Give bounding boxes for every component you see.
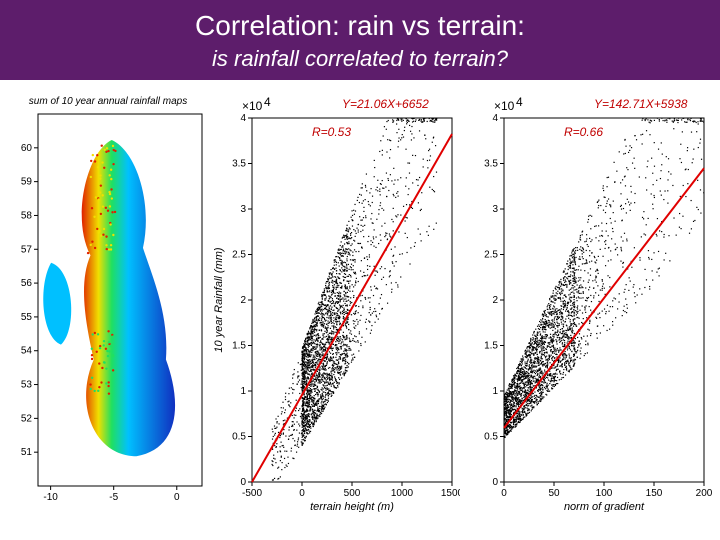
svg-text:Y=142.71X+5938: Y=142.71X+5938 (594, 97, 688, 111)
panels-row: sum of 10 year annual rainfall maps 51 52 5… (0, 80, 720, 520)
svg-text:3.5: 3.5 (232, 159, 246, 170)
map-panel: sum of 10 year annual rainfall maps 51 52 5… (8, 92, 208, 512)
svg-text:×10: ×10 (494, 99, 515, 113)
svg-text:-10: -10 (43, 492, 58, 503)
svg-text:1500: 1500 (441, 488, 460, 499)
svg-text:10 year Rainfall (mm): 10 year Rainfall (mm) (213, 247, 225, 352)
svg-text:sum of 10 year annual rainfall: sum of 10 year annual rainfall maps (29, 96, 187, 107)
svg-text:3.5: 3.5 (484, 159, 498, 170)
svg-text:3: 3 (492, 204, 498, 215)
svg-text:Y=21.06X+6652: Y=21.06X+6652 (342, 97, 429, 111)
svg-text:53: 53 (21, 380, 33, 391)
svg-text:0: 0 (174, 492, 180, 503)
svg-text:4: 4 (240, 113, 246, 124)
svg-text:R=0.66: R=0.66 (564, 125, 603, 139)
svg-text:50: 50 (548, 488, 560, 499)
svg-text:-5: -5 (109, 492, 118, 503)
svg-text:200: 200 (696, 488, 712, 499)
svg-text:2: 2 (240, 295, 246, 306)
svg-text:1000: 1000 (391, 488, 414, 499)
scatter1-panel: ×104 Y=21.06X+6652 R=0.53 0 0.5 1 1.5 2 2.5 3 3.5 4… (210, 92, 460, 512)
svg-text:0: 0 (240, 477, 246, 488)
svg-text:1: 1 (240, 386, 246, 397)
scatter2-panel: ×104 Y=142.71X+5938 R=0.66 0 0.5 1 1.5 2 2.5 3 3.5… (462, 92, 712, 512)
svg-text:58: 58 (21, 210, 33, 221)
svg-text:1.5: 1.5 (484, 341, 498, 352)
svg-text:4: 4 (264, 95, 271, 109)
svg-text:0.5: 0.5 (484, 432, 498, 443)
svg-text:3: 3 (240, 204, 246, 215)
svg-text:51: 51 (21, 447, 33, 458)
svg-text:0: 0 (492, 477, 498, 488)
svg-text:norm of gradient: norm of gradient (564, 501, 645, 512)
svg-text:52: 52 (21, 413, 33, 424)
slide-subtitle: is rainfall correlated to terrain? (20, 46, 700, 72)
svg-text:2: 2 (492, 295, 498, 306)
svg-text:1: 1 (492, 386, 498, 397)
svg-text:60: 60 (21, 143, 33, 154)
svg-text:2.5: 2.5 (232, 250, 246, 261)
svg-text:4: 4 (516, 95, 523, 109)
svg-text:0: 0 (299, 488, 305, 499)
slide-title: Correlation: rain vs terrain: (20, 10, 700, 42)
svg-text:150: 150 (646, 488, 663, 499)
slide-header: Correlation: rain vs terrain: is rainfal… (0, 0, 720, 80)
svg-text:×10: ×10 (242, 99, 263, 113)
svg-text:500: 500 (344, 488, 361, 499)
svg-text:2.5: 2.5 (484, 250, 498, 261)
svg-text:57: 57 (21, 244, 33, 255)
svg-text:4: 4 (492, 113, 498, 124)
svg-text:54: 54 (21, 346, 33, 357)
svg-text:56: 56 (21, 278, 33, 289)
svg-text:0.5: 0.5 (232, 432, 246, 443)
svg-text:100: 100 (596, 488, 613, 499)
svg-text:R=0.53: R=0.53 (312, 125, 351, 139)
svg-text:55: 55 (21, 312, 33, 323)
svg-text:-500: -500 (242, 488, 262, 499)
svg-text:terrain height (m): terrain height (m) (310, 501, 394, 512)
svg-text:1.5: 1.5 (232, 341, 246, 352)
svg-text:0: 0 (501, 488, 507, 499)
svg-text:59: 59 (21, 177, 33, 188)
